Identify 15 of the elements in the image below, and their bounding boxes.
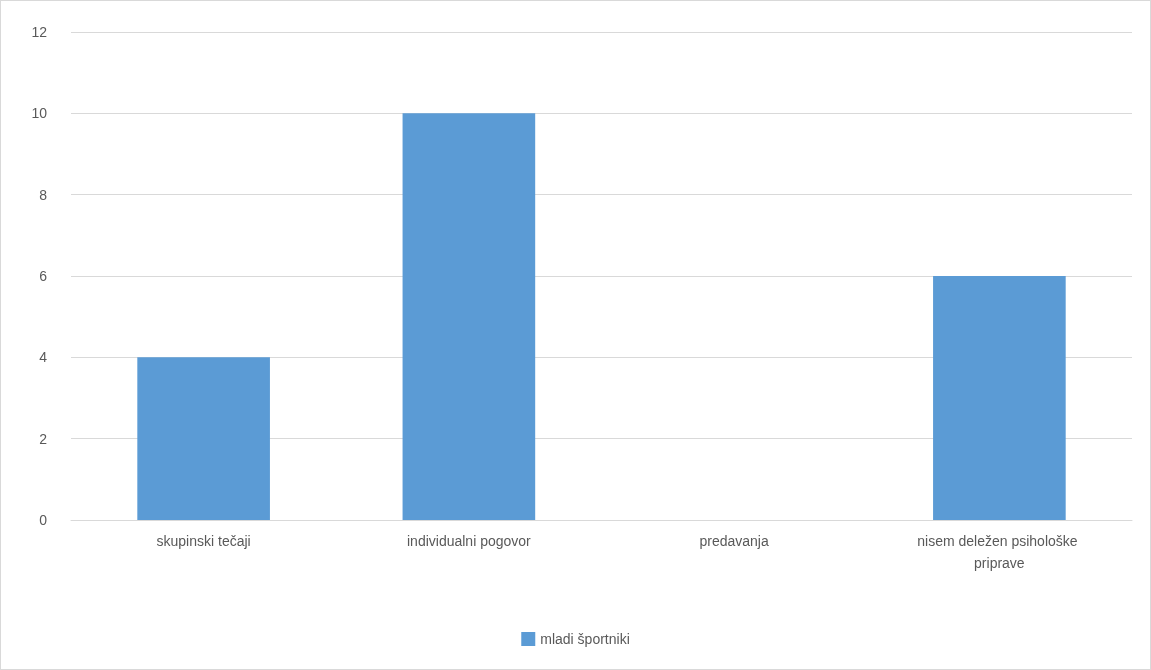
legend-label: mladi športniki <box>540 631 630 647</box>
y-tick-label: 6 <box>39 268 48 284</box>
bar <box>933 276 1066 520</box>
y-tick-label: 10 <box>31 105 48 122</box>
y-tick-label: 0 <box>39 512 48 528</box>
x-tick-label: nisem deležen psihološke priprave <box>917 533 1082 571</box>
bar <box>137 357 270 520</box>
bar <box>402 113 536 520</box>
x-tick-label: predavanja <box>699 533 769 549</box>
y-tick-label: 4 <box>39 349 48 366</box>
x-tick-label: individualni pogovor <box>406 533 532 549</box>
y-tick-label: 8 <box>39 186 48 203</box>
x-tick-label: skupinski tečaji <box>156 533 251 549</box>
y-tick-label: 2 <box>39 430 48 447</box>
y-tick-label: 12 <box>31 24 48 40</box>
